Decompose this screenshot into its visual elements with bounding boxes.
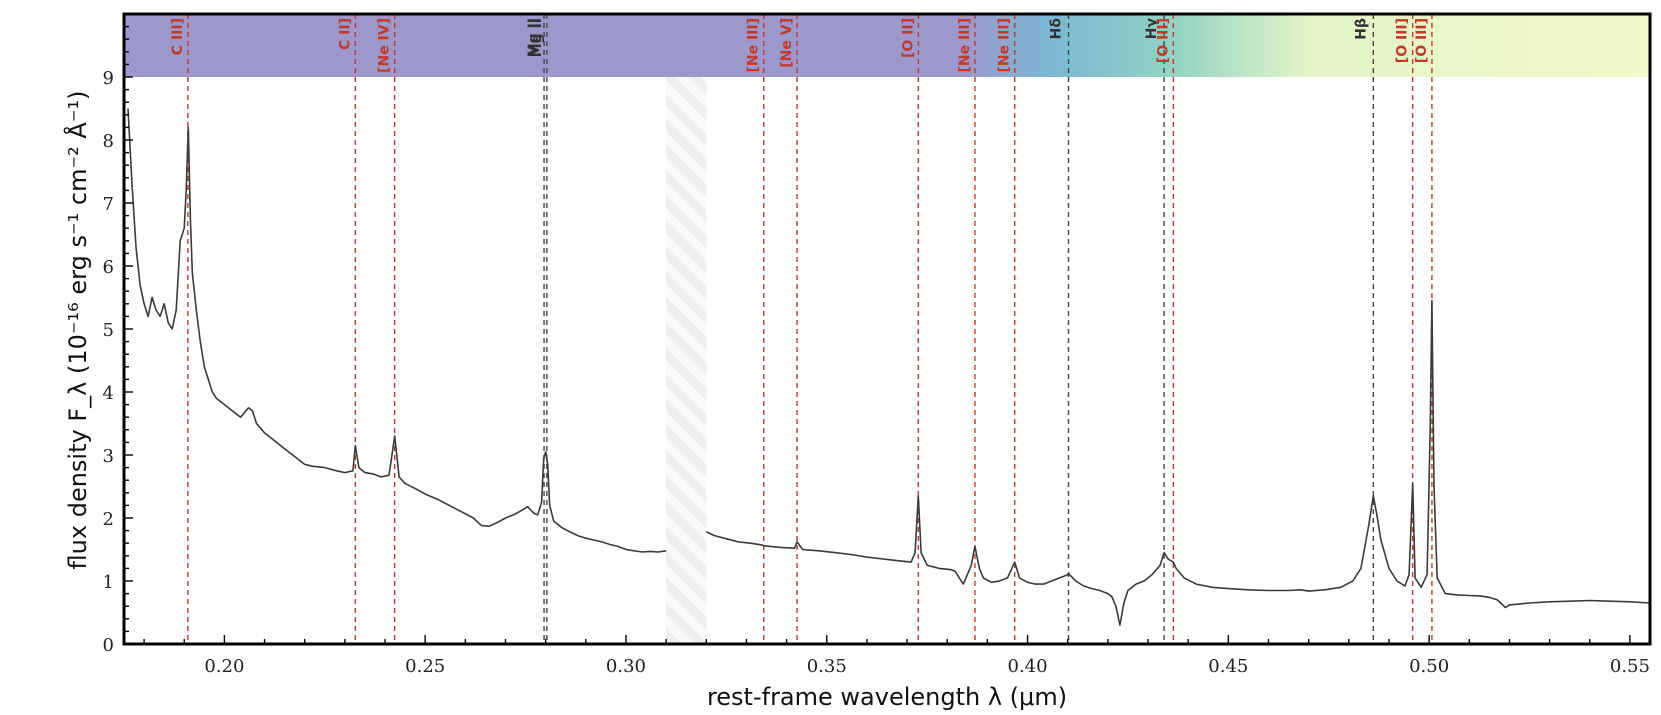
- y-tick-label-8: 8: [103, 131, 114, 152]
- y-tick-label-1: 1: [103, 572, 114, 593]
- y-tick-label-5: 5: [103, 320, 114, 341]
- x-tick-label-2: 0.30: [606, 656, 646, 677]
- line-label-4: Mg II: [529, 18, 545, 57]
- y-tick-label-6: 6: [103, 257, 114, 278]
- line-label-11: Hγ: [1144, 18, 1160, 40]
- y-axis-title: flux density F_λ (10⁻¹⁶ erg s⁻¹ cm⁻² Å⁻¹…: [63, 91, 92, 570]
- line-label-9: [Ne III]: [997, 18, 1013, 73]
- line-label-8: [Ne III]: [957, 18, 973, 73]
- spectrum-series: [127, 108, 1650, 626]
- line-label-14: [O III]: [1395, 18, 1411, 63]
- x-tick-label-6: 0.50: [1409, 656, 1449, 677]
- x-tick-label-7: 0.55: [1610, 656, 1650, 677]
- y-tick-label-2: 2: [103, 509, 114, 530]
- line-label-13: Hβ: [1353, 18, 1369, 40]
- line-label-7: [O II]: [900, 18, 916, 58]
- line-label-5: [Ne III]: [746, 18, 762, 73]
- x-tick-label-4: 0.40: [1008, 656, 1048, 677]
- spectrum-segment-red: [705, 299, 1650, 626]
- line-label-3: Mg II: [526, 18, 542, 57]
- line-label-12: [O III]: [1155, 18, 1171, 63]
- x-tick-label-1: 0.25: [405, 656, 445, 677]
- x-tick-label-5: 0.45: [1208, 656, 1248, 677]
- spectrum-segment-blue: [127, 108, 667, 553]
- x-axis-title: rest-frame wavelength λ (μm): [707, 683, 1067, 711]
- line-label-2: [Ne IV]: [377, 18, 393, 73]
- plot-background: [124, 14, 1650, 644]
- x-tick-label-0: 0.20: [204, 656, 244, 677]
- line-label-15: [O III]: [1414, 18, 1430, 63]
- y-tick-label-7: 7: [103, 194, 114, 215]
- y-axis-ticks: 0 1 2 3 4 5 6 7 8 9: [103, 13, 133, 656]
- y-tick-label-9: 9: [103, 68, 114, 89]
- x-axis-ticks: 0.20 0.25 0.30 0.35 0.40 0.45 0.50 0.55: [143, 635, 1650, 677]
- line-label-6: [Ne V]: [779, 18, 795, 68]
- line-label-0: C III]: [170, 18, 186, 55]
- x-tick-label-3: 0.35: [807, 656, 847, 677]
- line-label-1: C II]: [337, 18, 353, 50]
- data-gap-hatch: [666, 77, 707, 644]
- emission-line-markers: [187, 14, 1433, 644]
- line-label-10: Hδ: [1049, 18, 1065, 40]
- y-tick-label-4: 4: [103, 383, 114, 404]
- color-band: [124, 14, 1650, 77]
- y-tick-label-3: 3: [103, 446, 114, 467]
- y-tick-label-0: 0: [103, 635, 114, 656]
